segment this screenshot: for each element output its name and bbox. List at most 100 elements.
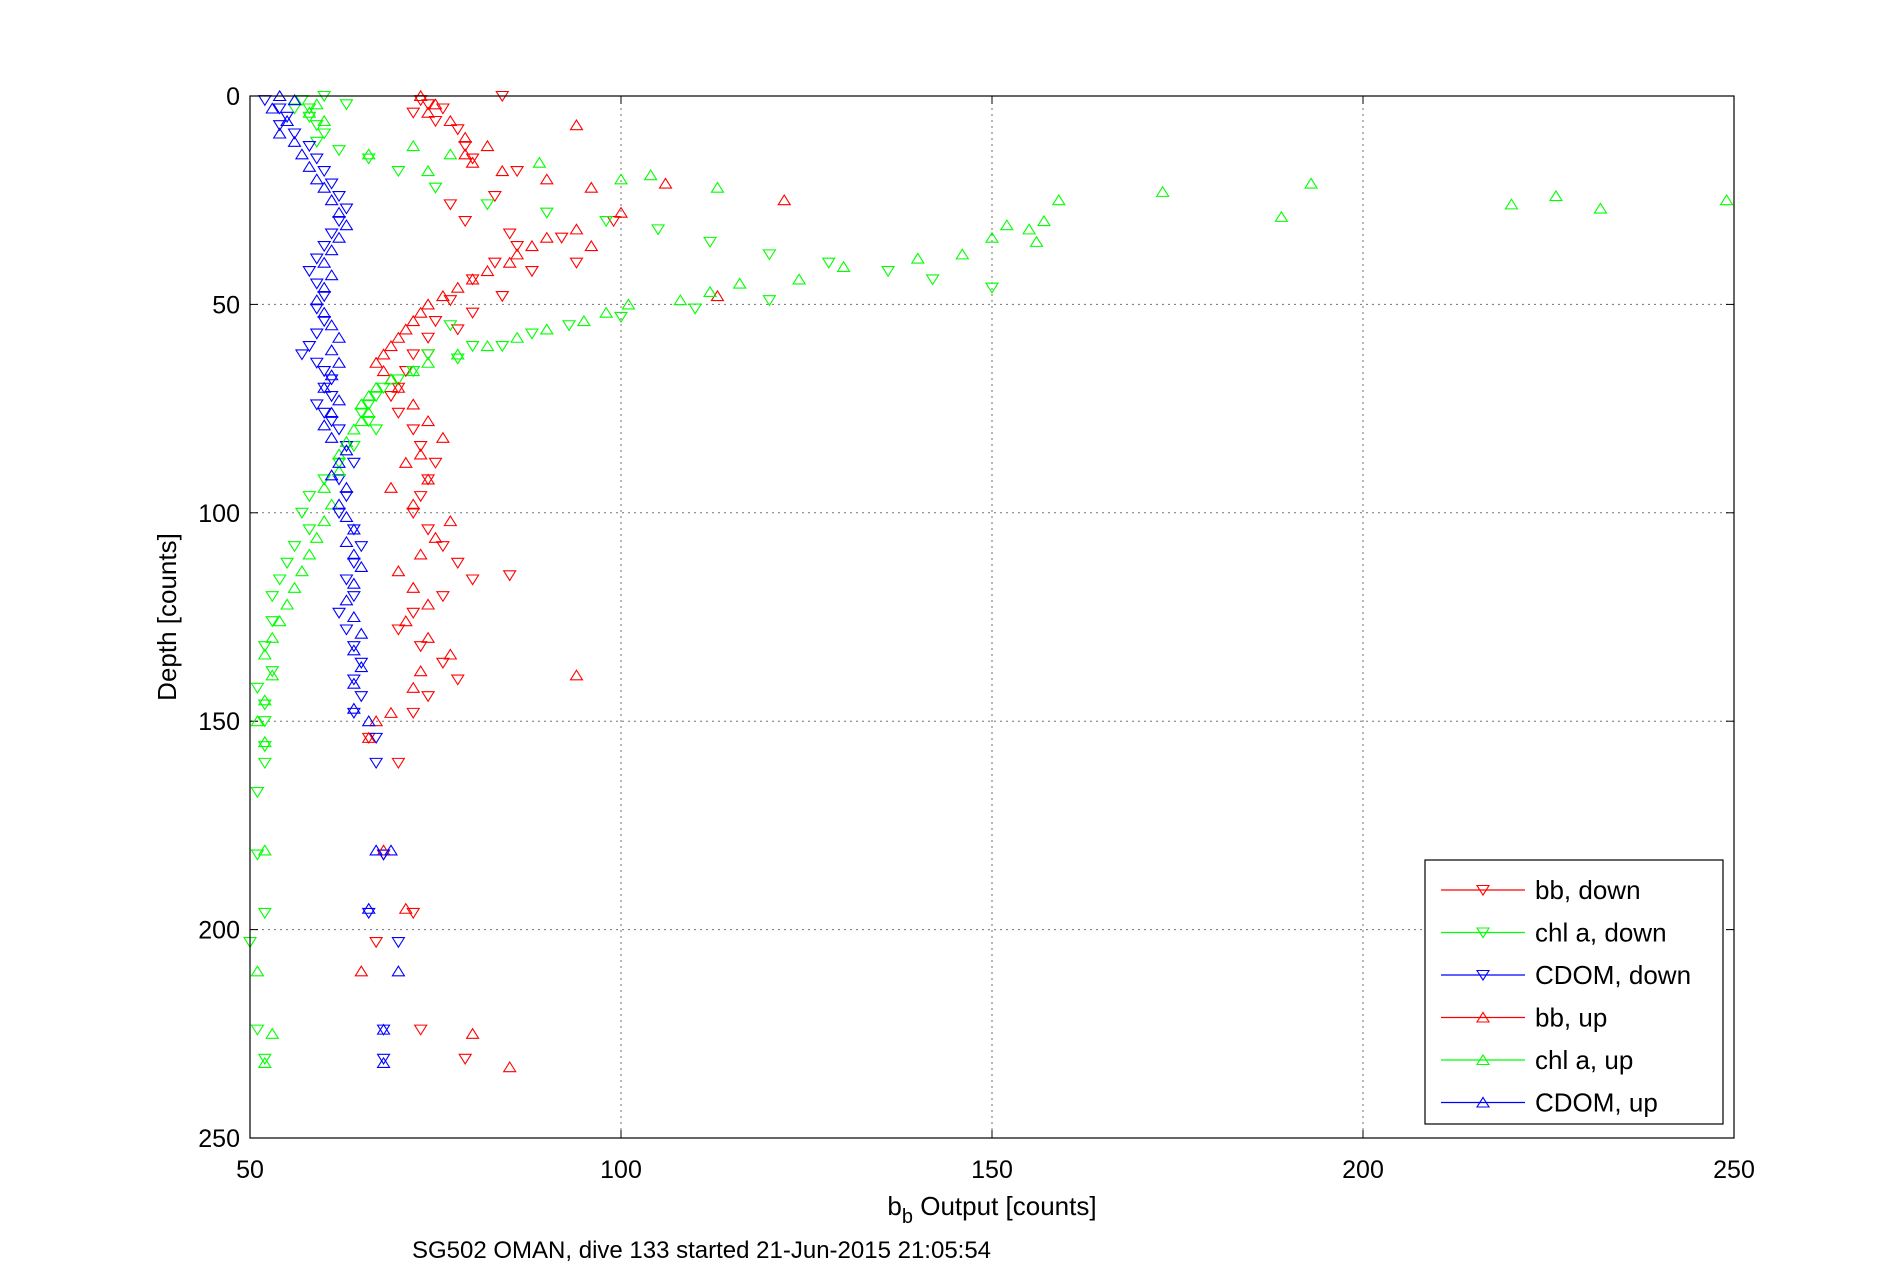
data-point (346, 523, 361, 535)
data-point (421, 524, 436, 536)
data-point (391, 381, 406, 393)
data-point (651, 224, 666, 236)
x-axis-label-rest: Output [counts] (913, 1191, 1097, 1221)
data-point (413, 548, 428, 560)
data-point (309, 531, 324, 543)
data-point (376, 1023, 391, 1035)
data-point (324, 431, 339, 443)
data-point (465, 274, 480, 286)
data-point (324, 244, 339, 256)
data-point (302, 106, 317, 118)
data-point (703, 285, 718, 297)
data-point (1274, 210, 1289, 222)
data-point (369, 757, 384, 770)
data-point (406, 398, 421, 410)
data-point (487, 190, 502, 203)
data-point (376, 844, 391, 856)
data-point (354, 657, 369, 669)
data-point (554, 232, 569, 244)
data-point (369, 937, 384, 949)
data-point (450, 348, 465, 360)
data-point (599, 215, 614, 228)
data-point (309, 303, 324, 315)
legend-label: chl a, down (1535, 918, 1667, 948)
data-point (658, 177, 673, 189)
data-point (250, 1024, 265, 1036)
data-point (265, 666, 280, 678)
data-point (421, 414, 436, 427)
legend-marker (1476, 969, 1490, 982)
data-point (710, 181, 725, 193)
data-point (406, 349, 421, 361)
data-point (376, 364, 391, 377)
data-point (339, 594, 354, 606)
data-point (324, 228, 339, 240)
data-point (1036, 214, 1051, 227)
series-0 (361, 90, 621, 1065)
data-point (346, 674, 361, 686)
data-point (383, 339, 398, 352)
legend-label: CDOM, down (1535, 960, 1691, 990)
data-point (339, 491, 354, 503)
data-point (309, 399, 324, 411)
legend-marker (1476, 1011, 1490, 1023)
legend-label: CDOM, up (1535, 1088, 1658, 1118)
data-point (480, 264, 495, 277)
data-point (450, 281, 465, 293)
data-point (421, 691, 436, 703)
data-point (406, 581, 421, 593)
data-point (465, 273, 480, 285)
x-axis-label-main: b (887, 1191, 901, 1221)
data-point (599, 306, 614, 318)
data-point (435, 591, 450, 603)
data-point (710, 289, 725, 302)
data-point (435, 431, 450, 443)
data-point (465, 574, 480, 586)
data-point (762, 249, 777, 261)
data-point (317, 165, 332, 178)
legend-item: chl a, down (1441, 918, 1667, 948)
data-point (354, 398, 369, 410)
data-point (406, 498, 421, 510)
data-point (324, 406, 339, 418)
data-point (339, 574, 354, 586)
data-point (339, 481, 354, 493)
data-point (302, 524, 317, 536)
data-point (406, 681, 421, 693)
data-point (406, 139, 421, 152)
data-point (324, 416, 339, 428)
data-point (265, 591, 280, 603)
data-point (265, 669, 280, 681)
data-point (361, 148, 376, 160)
data-point (257, 694, 272, 706)
data-point (480, 139, 495, 152)
data-point (361, 731, 376, 743)
data-point (421, 473, 436, 485)
data-point (376, 1056, 391, 1069)
data-point (354, 414, 369, 427)
data-point (265, 631, 280, 643)
data-point (309, 173, 324, 185)
data-point (339, 435, 354, 447)
data-point (280, 111, 295, 123)
data-point (332, 145, 347, 157)
y-axis-label: Depth [counts] (152, 533, 182, 701)
data-point (272, 615, 287, 627)
data-point (421, 598, 436, 610)
data-point (881, 266, 896, 278)
data-point (443, 514, 458, 527)
data-point (569, 257, 584, 269)
data-point (376, 348, 391, 360)
data-point (391, 374, 406, 386)
data-point (999, 219, 1014, 231)
data-point (272, 127, 287, 139)
data-point (346, 591, 361, 603)
data-point (361, 389, 376, 402)
data-point (435, 289, 450, 302)
data-point (346, 641, 361, 653)
data-point (332, 456, 347, 468)
data-point (614, 311, 628, 324)
data-point (539, 231, 554, 243)
data-point (524, 266, 539, 278)
data-point (458, 140, 473, 153)
